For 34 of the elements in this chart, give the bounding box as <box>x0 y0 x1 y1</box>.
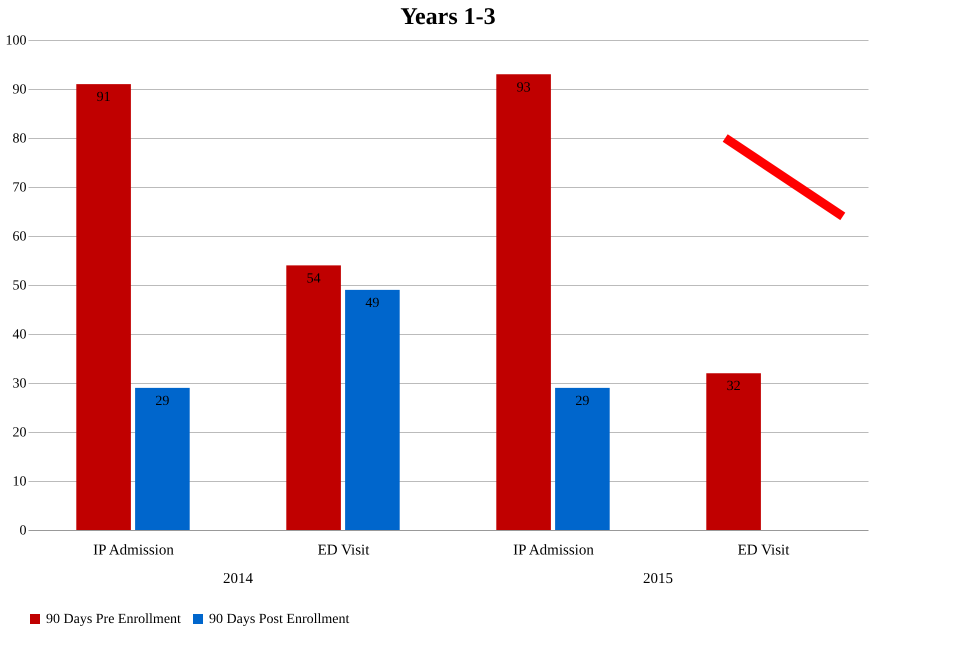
y-tick-label: 80 <box>12 132 26 146</box>
bar <box>496 74 551 530</box>
x-tick-label: IP Admission <box>513 542 594 558</box>
bar <box>76 84 131 530</box>
y-tick-label: 30 <box>12 376 26 392</box>
y-tick-label: 0 <box>20 524 26 538</box>
data-label: 54 <box>306 271 321 286</box>
bar <box>286 265 341 530</box>
chart-title: Years 1-3 <box>400 4 496 30</box>
bar <box>345 290 400 530</box>
y-tick-label: 100 <box>6 34 26 48</box>
text: 2014 <box>223 571 254 587</box>
data-label: 32 <box>726 379 741 394</box>
data-label: 91 <box>96 90 111 106</box>
y-tick-label: 20 <box>12 426 26 440</box>
text: 2015 <box>643 571 673 587</box>
y-tick-label: 70 <box>12 180 26 196</box>
y-tick-label: 40 <box>12 328 26 342</box>
bar <box>135 388 190 530</box>
data-label: 29 <box>155 394 170 409</box>
y-tick-label: 10 <box>12 474 26 490</box>
legend-label: 90 Days Post Enrollment <box>209 612 350 627</box>
legend-label: 90 Days Pre Enrollment <box>46 612 182 627</box>
y-tick-label: 60 <box>12 230 26 244</box>
x-tick-label: ED Visit <box>318 542 370 558</box>
data-label: 49 <box>365 296 380 311</box>
bar <box>706 373 761 530</box>
data-label: 93 <box>516 80 531 96</box>
x-tick-label: ED Visit <box>738 542 790 558</box>
x-tick-label: IP Admission <box>93 542 174 558</box>
y-tick-label: 50 <box>12 278 26 294</box>
y-tick-label: 90 <box>12 82 26 98</box>
bar <box>555 388 610 530</box>
data-label: 29 <box>575 394 590 409</box>
